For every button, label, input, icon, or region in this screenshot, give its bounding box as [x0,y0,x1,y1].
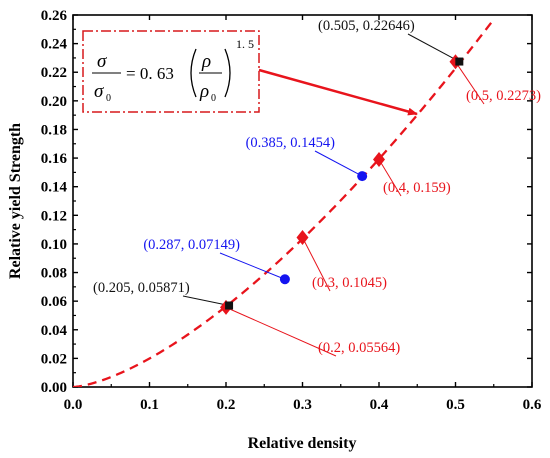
fit-curve-layer [73,18,495,387]
annotation-leader [219,252,286,280]
y-tick-label: 0.00 [41,380,67,396]
x-axis-title: Relative density [248,435,357,452]
eq-rho-0-subscript: 0 [211,93,216,104]
y-tick-label: 0.26 [41,8,68,24]
annotation-leader [314,150,363,177]
x-tick-label: 0.4 [370,397,389,413]
eq-right-paren [224,48,231,98]
point-annotation: (0.287, 0.07149) [143,237,240,253]
y-tick-label: 0.04 [41,323,68,339]
axis-ticks: 0.0 0.1 0.2 0.3 0.4 0.5 0.6 0.00 0.02 0.04 0.06 0.0… [41,8,542,413]
y-tick-label: 0.22 [41,65,67,81]
point-annotation: (0.3, 0.1045) [312,275,387,291]
point-annotation: (0.505, 0.22646) [318,18,415,34]
diamond-marker [373,152,385,168]
point-annotation: (0.5, 0.2273) [466,88,541,104]
eq-rho-0: ρ [199,81,209,102]
eq-sigma: σ [97,51,107,72]
y-tick-label: 0.10 [41,237,67,253]
y-tick-label: 0.20 [41,94,67,110]
y-tick-label: 0.16 [41,151,68,167]
annotation-layer: (0.2, 0.05564) (0.3, 0.1045) (0.4, 0.159) (… [93,18,541,357]
circle-marker [279,274,290,285]
x-tick-label: 0.0 [64,397,83,413]
annotation-leader [302,237,331,292]
circle-marker [357,171,368,182]
y-tick-label: 0.08 [41,266,67,282]
x-tick-label: 0.3 [293,397,312,413]
eq-sigma-0-subscript: 0 [106,93,111,104]
x-tick-label: 0.6 [523,397,542,413]
x-tick-label: 0.2 [217,397,236,413]
square-marker [225,301,234,310]
fit-curve [73,18,495,387]
equation-box: σ σ 0 = 0. 63 ρ ρ 0 1. 5 [82,30,260,113]
y-tick-label: 0.24 [41,37,68,53]
eq-exponent: 1. 5 [236,37,254,51]
annotation-leader [182,295,230,306]
point-annotation: (0.4, 0.159) [383,180,451,196]
eq-rho: ρ [201,51,211,72]
square-marker [455,57,464,66]
point-annotation: (0.2, 0.05564) [318,340,400,356]
x-tick-label: 0.1 [140,397,159,413]
annotation-leader [455,61,485,105]
point-annotation: (0.205, 0.05871) [93,280,190,296]
y-axis-title: Relative yield Strength [7,123,24,279]
equation-arrow [258,68,418,116]
x-tick-label: 0.5 [446,397,465,413]
annotation-leader [407,33,460,62]
y-tick-label: 0.14 [41,180,68,196]
y-tick-label: 0.06 [41,294,68,310]
eq-left-paren [190,48,197,98]
annotation-leader [378,159,402,197]
diamond-marker [296,229,309,245]
eq-sigma-0: σ [94,81,104,102]
annotation-leader [225,306,337,357]
marker-layer [220,54,464,315]
eq-equals-coefficient: = 0. 63 [126,64,174,83]
y-tick-label: 0.02 [41,351,67,367]
point-annotation: (0.385, 0.1454) [246,135,336,151]
y-tick-label: 0.12 [41,208,67,224]
y-tick-label: 0.18 [41,122,67,138]
